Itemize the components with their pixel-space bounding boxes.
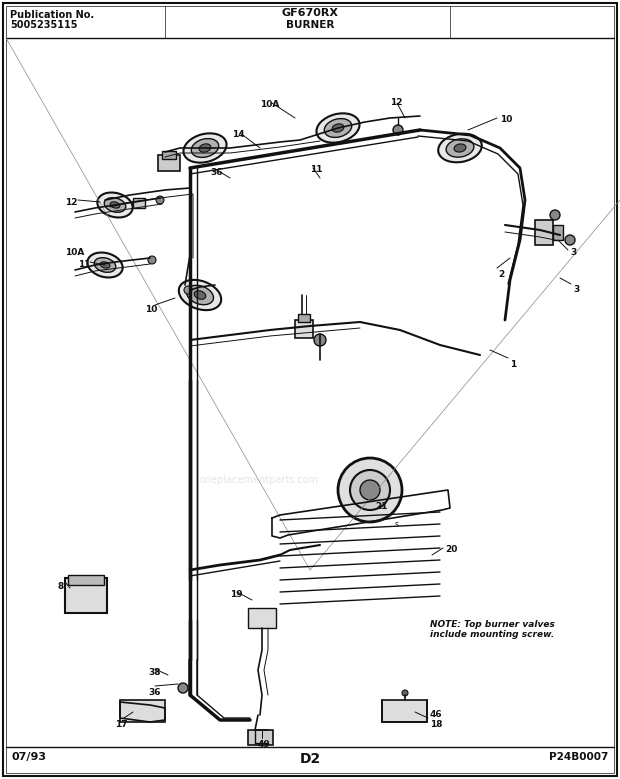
Ellipse shape [192,139,219,157]
Text: oneplacementparts.com: oneplacementparts.com [200,475,319,485]
Ellipse shape [110,202,120,208]
Ellipse shape [94,258,116,273]
Ellipse shape [87,252,123,277]
Text: 11: 11 [310,165,322,174]
Circle shape [314,334,326,346]
Bar [68,575,104,585]
Circle shape [148,256,156,264]
Ellipse shape [194,291,206,299]
Bar [133,198,145,208]
Circle shape [360,480,380,500]
Ellipse shape [104,198,126,213]
Text: 17: 17 [115,720,128,729]
Ellipse shape [187,285,213,305]
Bar [382,700,427,722]
Text: 07/93: 07/93 [12,752,47,762]
Text: 36: 36 [210,168,223,177]
Text: 36: 36 [148,688,161,697]
Bar [248,730,273,745]
Ellipse shape [316,113,360,143]
Ellipse shape [199,144,211,152]
Text: 1: 1 [510,360,516,369]
Text: 8: 8 [58,582,64,591]
Text: 20: 20 [445,545,458,554]
Text: 10: 10 [500,115,512,124]
Text: 12: 12 [65,198,78,207]
Text: 11: 11 [78,260,91,269]
Text: 21: 21 [375,502,388,511]
Circle shape [156,196,164,204]
Circle shape [550,210,560,220]
Ellipse shape [332,124,344,132]
Ellipse shape [179,280,221,310]
Text: 3: 3 [573,285,579,294]
Bar [535,220,553,245]
Circle shape [350,470,390,510]
Circle shape [565,235,575,245]
Ellipse shape [446,139,474,157]
Ellipse shape [454,144,466,152]
Text: GF670RX: GF670RX [281,8,339,18]
Text: Publication No.: Publication No. [10,10,94,20]
Text: 3: 3 [570,248,576,257]
Text: P24B0007: P24B0007 [549,752,608,762]
Text: D2: D2 [299,752,321,766]
Text: 19: 19 [230,590,242,599]
Ellipse shape [97,192,133,217]
Text: 10A: 10A [65,248,84,257]
Bar [248,608,276,628]
Bar [158,155,180,171]
Text: s: s [395,520,399,529]
Ellipse shape [100,262,110,268]
Text: 18: 18 [430,720,443,729]
Text: 38: 38 [148,668,161,677]
Bar [553,225,563,240]
Text: NOTE: Top burner valves
include mounting screw.: NOTE: Top burner valves include mounting… [430,620,555,640]
Text: BURNER: BURNER [286,20,334,30]
Text: 10: 10 [145,305,157,314]
Bar [295,320,313,338]
Text: 12: 12 [390,98,402,107]
Bar [298,314,310,322]
Bar [65,578,107,613]
Circle shape [338,458,402,522]
Circle shape [393,125,403,135]
Circle shape [402,690,408,696]
Circle shape [178,683,188,693]
Text: 46: 46 [430,710,443,719]
Text: 2: 2 [498,270,504,279]
Ellipse shape [324,118,352,137]
Text: 14: 14 [232,130,245,139]
Ellipse shape [438,134,482,162]
Text: 10A: 10A [260,100,280,109]
Bar [162,151,176,159]
Circle shape [184,286,192,294]
Ellipse shape [184,133,226,163]
Bar [120,700,165,722]
Text: 5005235115: 5005235115 [10,20,78,30]
Text: 49: 49 [258,740,271,749]
